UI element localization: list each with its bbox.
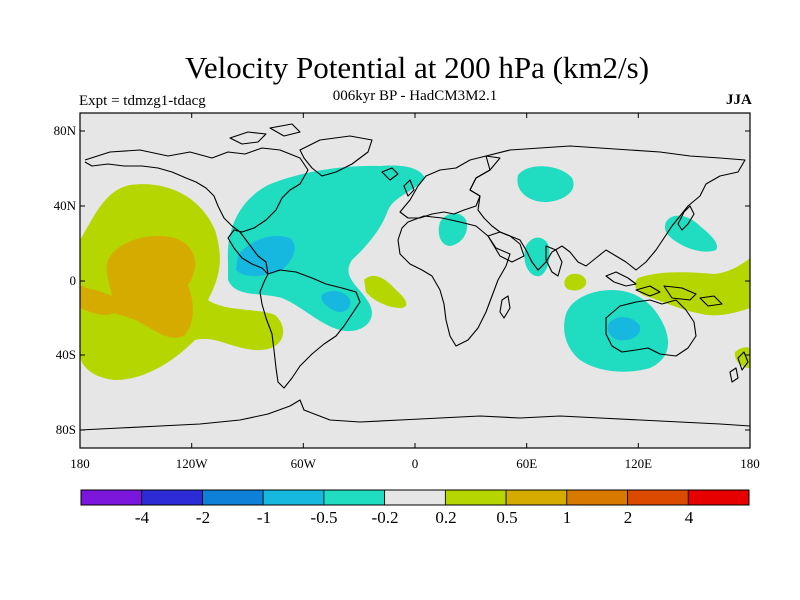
season-label: JJA bbox=[726, 92, 752, 108]
experiment-label: Expt = tdmzg1-tdacg bbox=[79, 93, 206, 109]
colorbar-label: 0.5 bbox=[496, 508, 517, 527]
colorbar-label: 0.2 bbox=[435, 508, 456, 527]
south-america-coast bbox=[259, 269, 361, 389]
colorbar-label: -0.2 bbox=[372, 508, 399, 527]
west-pacific-positive-field bbox=[635, 258, 750, 316]
pacific-strong-field-west bbox=[80, 285, 118, 315]
australia-negative-core bbox=[607, 317, 641, 341]
colorbar-box bbox=[687, 489, 750, 506]
indian-positive-small-field bbox=[564, 273, 587, 291]
y-tick-label: 40N bbox=[54, 198, 77, 213]
arabian-negative-field bbox=[524, 237, 550, 277]
x-tick-label: 60E bbox=[516, 456, 537, 471]
x-tick-label: 0 bbox=[412, 456, 419, 471]
south-atlantic-positive-field bbox=[364, 275, 407, 308]
y-tick-label: 40S bbox=[56, 347, 76, 362]
colorbar-box bbox=[262, 489, 325, 506]
colorbar-label: -4 bbox=[135, 508, 150, 527]
greenland-coast bbox=[299, 135, 373, 177]
maritime-continent-coast bbox=[605, 271, 723, 307]
y-tick-labels: 80N 40N 0 40S 80S bbox=[54, 123, 77, 437]
new-zealand-coast bbox=[729, 351, 749, 383]
y-tick-label: 80N bbox=[54, 123, 77, 138]
arabia-coast bbox=[487, 231, 525, 263]
north-america-coast bbox=[84, 147, 309, 275]
y-tick-label: 0 bbox=[70, 273, 77, 288]
axis-ticks bbox=[79, 113, 751, 448]
colorbar: -4 -2 -1 -0.5 -0.2 0.2 0.5 1 2 4 bbox=[80, 489, 750, 527]
colorbar-label: -1 bbox=[257, 508, 271, 527]
brazil-negative-core bbox=[321, 290, 351, 312]
antarctica-coast bbox=[79, 399, 751, 431]
x-tick-labels: 180 120W 60W 0 60E 120E 180 bbox=[70, 456, 760, 471]
x-tick-label: 180 bbox=[740, 456, 760, 471]
colorbar-box bbox=[444, 489, 507, 506]
colorbar-label: -2 bbox=[196, 508, 210, 527]
east-australia-positive-field bbox=[734, 347, 750, 368]
colorbar-box bbox=[627, 489, 689, 506]
x-tick-label: 120E bbox=[625, 456, 653, 471]
anomaly-fields bbox=[80, 165, 750, 380]
x-tick-label: 180 bbox=[70, 456, 90, 471]
y-tick-label: 80S bbox=[56, 422, 76, 437]
map-title: Velocity Potential at 200 hPa (km2/s) bbox=[184, 50, 650, 85]
uk-iceland-coast bbox=[381, 167, 415, 197]
australia-coast bbox=[605, 299, 697, 357]
colorbar-box bbox=[80, 489, 143, 506]
x-tick-label: 120W bbox=[176, 456, 209, 471]
madagascar-coast bbox=[499, 295, 511, 319]
coastlines bbox=[79, 123, 751, 431]
colorbar-label: 4 bbox=[685, 508, 694, 527]
colorbar-labels: -4 -2 -1 -0.5 -0.2 0.2 0.5 1 2 4 bbox=[135, 508, 694, 527]
colorbar-box bbox=[141, 489, 203, 506]
arctic-islands-coast bbox=[229, 123, 301, 145]
siberia-negative-field bbox=[517, 166, 574, 203]
colorbar-boxes bbox=[80, 489, 750, 506]
colorbar-box bbox=[505, 489, 568, 506]
map-subtitle: 006kyr BP - HadCM3M2.1 bbox=[332, 88, 498, 104]
colorbar-box bbox=[566, 489, 628, 506]
colorbar-label: 1 bbox=[563, 508, 572, 527]
colorbar-label: -0.5 bbox=[311, 508, 338, 527]
india-coast bbox=[545, 245, 563, 277]
japan-coast bbox=[677, 205, 695, 231]
colorbar-label: 2 bbox=[624, 508, 633, 527]
asia-coast bbox=[469, 145, 746, 271]
pacific-strong-field bbox=[82, 236, 196, 338]
colorbar-box bbox=[323, 489, 386, 506]
colorbar-frame bbox=[80, 489, 750, 506]
colorbar-box bbox=[384, 489, 446, 506]
x-tick-label: 60W bbox=[291, 456, 317, 471]
africa-coast bbox=[397, 215, 511, 347]
colorbar-box bbox=[202, 489, 264, 506]
